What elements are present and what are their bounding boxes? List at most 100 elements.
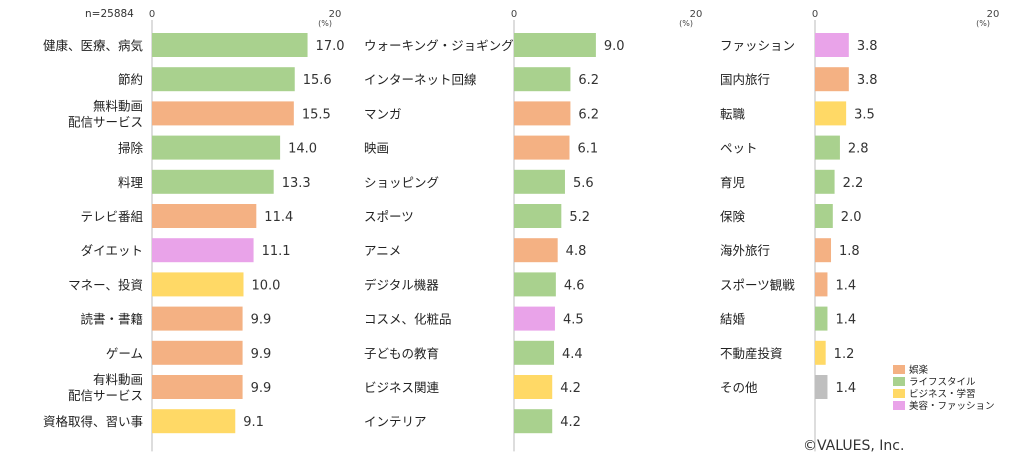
legend-item-entertainment: 娯楽 — [893, 363, 995, 376]
category-label: コスメ、化粧品 — [364, 312, 452, 327]
bar — [514, 340, 555, 365]
x-tick-label: 0 — [812, 9, 818, 20]
legend-label-lifestyle: ライフスタイル — [909, 377, 976, 388]
legend-swatch-beauty — [893, 400, 905, 410]
bar — [815, 375, 828, 399]
bar — [152, 306, 243, 331]
legend-swatch-business — [893, 388, 905, 398]
copyright-text: ©VALUES, Inc. — [803, 438, 905, 454]
category-label: ウォーキング・ジョギング — [364, 38, 514, 53]
data-label: 4.5 — [563, 313, 584, 328]
category-label: 料理 — [118, 175, 144, 190]
data-label: 11.4 — [264, 210, 293, 225]
bar — [152, 340, 243, 365]
data-label: 10.0 — [252, 278, 281, 293]
bar — [152, 204, 257, 228]
data-label: 6.1 — [578, 142, 599, 157]
data-label: 1.4 — [835, 313, 856, 328]
bar — [152, 272, 244, 297]
category-label: 映画 — [364, 141, 389, 156]
category-label: 転職 — [720, 106, 746, 121]
x-axis-unit: (%) — [679, 19, 693, 28]
data-label: 1.2 — [834, 347, 855, 362]
bar — [514, 169, 565, 194]
data-label: 11.1 — [262, 244, 291, 259]
category-label: 掃除 — [118, 141, 144, 156]
category-label: 国内旅行 — [720, 72, 770, 87]
legend-label-business: ビジネス・学習 — [909, 389, 976, 400]
category-label: 子どもの教育 — [364, 346, 439, 361]
data-label: 15.6 — [303, 73, 332, 88]
bar — [152, 169, 274, 194]
legend-item-beauty: 美容・ファッション — [893, 399, 995, 412]
legend-swatch-lifestyle — [893, 376, 905, 386]
category-label: 不動産投資 — [720, 346, 783, 361]
data-label: 6.2 — [578, 107, 599, 122]
data-label: 4.8 — [566, 244, 587, 259]
category-label: ビジネス関連 — [364, 380, 440, 395]
data-label: 1.4 — [835, 381, 856, 396]
category-label: ゲーム — [106, 346, 143, 361]
bar — [815, 33, 849, 57]
category-label: マンガ — [364, 106, 402, 121]
data-label: 4.4 — [562, 347, 583, 362]
legend-label-beauty: 美容・ファッション — [909, 401, 995, 412]
bar — [514, 306, 555, 331]
data-label: 9.9 — [251, 347, 272, 362]
data-label: 9.9 — [251, 313, 272, 328]
x-axis-unit: (%) — [318, 19, 332, 28]
bar — [815, 67, 849, 92]
data-label: 13.3 — [282, 176, 311, 191]
category-label: アニメ — [364, 243, 401, 258]
data-label: 6.2 — [578, 73, 599, 88]
legend-label-entertainment: 娯楽 — [909, 365, 929, 376]
category-label: インテリア — [364, 414, 427, 429]
category-label: インターネット回線 — [364, 72, 477, 87]
x-tick-label: 0 — [149, 9, 155, 20]
data-label: 2.8 — [848, 142, 869, 157]
category-label: 配信サービス — [68, 114, 143, 129]
x-tick-label: 20 — [690, 9, 703, 20]
bar — [152, 375, 243, 399]
category-label: ショッピング — [364, 175, 439, 190]
bar — [514, 135, 570, 160]
data-label: 4.6 — [564, 278, 585, 293]
bar — [152, 67, 295, 92]
data-label: 3.8 — [857, 39, 878, 54]
category-label: 資格取得、習い事 — [43, 414, 143, 429]
bar — [152, 101, 294, 126]
category-label: 育児 — [720, 175, 745, 190]
category-label: 無料動画 — [93, 98, 143, 113]
x-tick-label: 20 — [987, 9, 1000, 20]
data-label: 1.8 — [839, 244, 860, 259]
bar — [815, 238, 832, 263]
category-label: ペット — [720, 141, 758, 156]
data-label: 2.0 — [841, 210, 862, 225]
category-label: 有料動画 — [93, 372, 143, 387]
category-label: スポーツ観戦 — [720, 277, 795, 292]
data-label: 5.2 — [569, 210, 590, 225]
data-label: 15.5 — [302, 107, 331, 122]
legend-item-business: ビジネス・学習 — [893, 387, 995, 400]
bar — [815, 135, 840, 160]
category-label: その他 — [720, 380, 758, 395]
bar — [152, 238, 254, 263]
category-label: スポーツ — [364, 209, 414, 224]
category-label: 節約 — [118, 72, 143, 87]
bar — [815, 306, 828, 331]
data-label: 5.6 — [573, 176, 594, 191]
bar — [152, 33, 308, 57]
category-label: 読書・書籍 — [80, 312, 143, 327]
data-label: 1.4 — [835, 278, 856, 293]
bar — [514, 238, 558, 263]
bar — [815, 169, 835, 194]
bar — [514, 204, 562, 228]
bar — [815, 272, 828, 297]
data-label: 9.9 — [251, 381, 272, 396]
bar — [514, 409, 553, 434]
bar — [514, 67, 571, 92]
category-label: デジタル機器 — [364, 277, 439, 292]
category-label: 結婚 — [720, 312, 746, 327]
bar — [152, 135, 281, 160]
